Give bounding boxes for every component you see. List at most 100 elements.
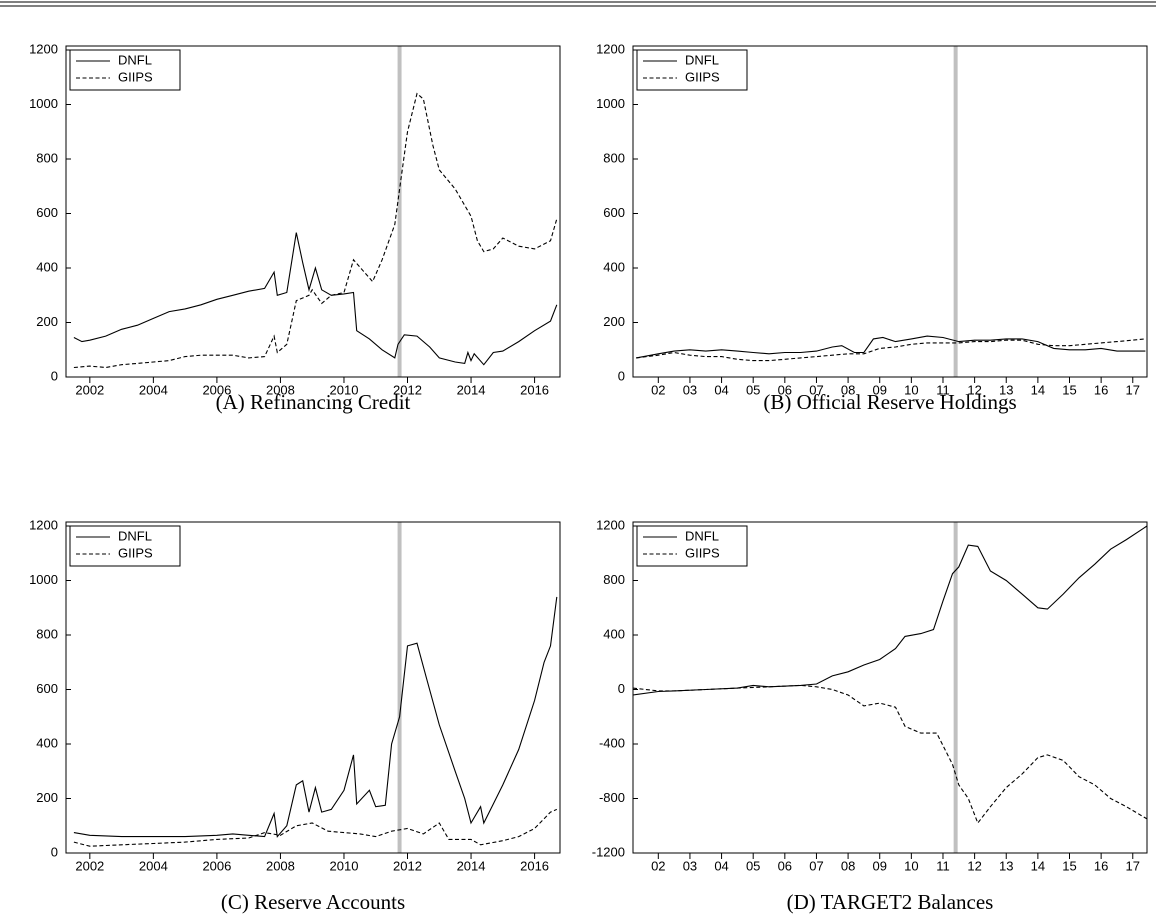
chart-caption: (B) Official Reserve Holdings xyxy=(763,390,1016,414)
x-tick-label: 2004 xyxy=(139,382,168,397)
x-tick-label: 10 xyxy=(904,858,918,873)
y-tick-label: 200 xyxy=(36,790,58,805)
legend-label: GIIPS xyxy=(118,545,153,560)
x-tick-label: 08 xyxy=(841,858,855,873)
x-tick-label: 2010 xyxy=(330,858,359,873)
y-tick-label: 1200 xyxy=(29,517,58,532)
plot-frame xyxy=(65,45,561,378)
x-tick-label: 2014 xyxy=(457,858,486,873)
y-tick-label: -1200 xyxy=(592,844,625,859)
x-tick-label: 10 xyxy=(904,382,918,397)
x-tick-label: 02 xyxy=(651,858,665,873)
y-tick-label: 800 xyxy=(36,150,58,165)
legend-box xyxy=(69,49,181,91)
y-tick-label: 400 xyxy=(603,626,625,641)
x-tick-label: 2008 xyxy=(266,858,295,873)
x-tick-label: 06 xyxy=(778,858,792,873)
x-tick-label: 13 xyxy=(999,382,1013,397)
x-tick-label: 04 xyxy=(714,382,728,397)
chart-caption: (C) Reserve Accounts xyxy=(221,890,405,914)
x-tick-label: 2010 xyxy=(330,382,359,397)
y-tick-label: 800 xyxy=(603,150,625,165)
legend-box xyxy=(636,49,748,91)
y-tick-label: 0 xyxy=(618,368,625,383)
x-tick-label: 02 xyxy=(651,382,665,397)
legend-box xyxy=(636,525,748,567)
y-tick-label: 200 xyxy=(36,314,58,329)
x-tick-label: 17 xyxy=(1126,858,1140,873)
y-tick-label: 600 xyxy=(603,205,625,220)
x-tick-label: 2012 xyxy=(393,382,422,397)
x-tick-label: 2004 xyxy=(139,858,168,873)
legend-label: DNFL xyxy=(118,52,152,67)
y-tick-label: 400 xyxy=(36,735,58,750)
series-line xyxy=(636,338,1146,362)
x-tick-label: 12 xyxy=(967,382,981,397)
y-tick-label: 1000 xyxy=(29,572,58,587)
y-tick-label: 0 xyxy=(618,681,625,696)
plot-frame xyxy=(632,45,1148,378)
x-tick-label: 15 xyxy=(1062,858,1076,873)
x-tick-label: 15 xyxy=(1062,382,1076,397)
y-tick-label: 600 xyxy=(36,681,58,696)
y-tick-label: 1000 xyxy=(29,96,58,111)
x-tick-label: 14 xyxy=(1031,382,1045,397)
y-tick-label: 400 xyxy=(603,259,625,274)
y-tick-label: 200 xyxy=(603,314,625,329)
x-tick-label: 05 xyxy=(746,858,760,873)
legend-label: GIIPS xyxy=(685,69,720,84)
x-tick-label: 11 xyxy=(936,382,950,397)
y-tick-label: 1200 xyxy=(596,517,625,532)
x-tick-label: 16 xyxy=(1094,858,1108,873)
x-tick-label: 2006 xyxy=(202,858,231,873)
x-tick-label: 16 xyxy=(1094,382,1108,397)
x-tick-label: 04 xyxy=(714,858,728,873)
y-tick-label: 1200 xyxy=(596,41,625,56)
y-tick-label: 400 xyxy=(36,259,58,274)
legend-label: GIIPS xyxy=(118,69,153,84)
x-tick-label: 09 xyxy=(872,382,886,397)
legend-label: DNFL xyxy=(685,52,719,67)
y-tick-label: 1000 xyxy=(596,96,625,111)
y-tick-label: 600 xyxy=(36,205,58,220)
x-tick-label: 11 xyxy=(936,858,950,873)
series-line xyxy=(632,684,1148,825)
x-tick-label: 2002 xyxy=(75,858,104,873)
x-tick-label: 08 xyxy=(841,382,855,397)
chart-caption: (D) TARGET2 Balances xyxy=(787,890,994,914)
x-tick-label: 12 xyxy=(967,858,981,873)
x-tick-label: 2012 xyxy=(393,858,422,873)
x-tick-label: 13 xyxy=(999,858,1013,873)
plot-frame xyxy=(632,521,1148,854)
legend-label: DNFL xyxy=(118,528,152,543)
x-tick-label: 07 xyxy=(809,382,823,397)
series-line xyxy=(73,232,558,366)
x-tick-label: 03 xyxy=(683,382,697,397)
x-tick-label: 14 xyxy=(1031,858,1045,873)
y-tick-label: 800 xyxy=(36,626,58,641)
series-line xyxy=(73,596,558,838)
plot-frame xyxy=(65,521,561,854)
x-tick-label: 03 xyxy=(683,858,697,873)
y-tick-label: 800 xyxy=(603,572,625,587)
x-tick-label: 17 xyxy=(1126,382,1140,397)
y-tick-label: 1200 xyxy=(29,41,58,56)
series-line xyxy=(73,92,558,369)
y-tick-label: 0 xyxy=(51,844,58,859)
x-tick-label: 07 xyxy=(809,858,823,873)
legend-box xyxy=(69,525,181,567)
y-tick-label: -800 xyxy=(599,790,625,805)
x-tick-label: 2016 xyxy=(520,382,549,397)
chart-caption: (A) Refinancing Credit xyxy=(216,390,411,414)
x-tick-label: 2006 xyxy=(202,382,231,397)
legend-label: DNFL xyxy=(685,528,719,543)
y-tick-label: -400 xyxy=(599,735,625,750)
x-tick-label: 2002 xyxy=(75,382,104,397)
x-tick-label: 09 xyxy=(872,858,886,873)
x-tick-label: 2016 xyxy=(520,858,549,873)
series-line xyxy=(632,525,1148,696)
x-tick-label: 2008 xyxy=(266,382,295,397)
legend-label: GIIPS xyxy=(685,545,720,560)
